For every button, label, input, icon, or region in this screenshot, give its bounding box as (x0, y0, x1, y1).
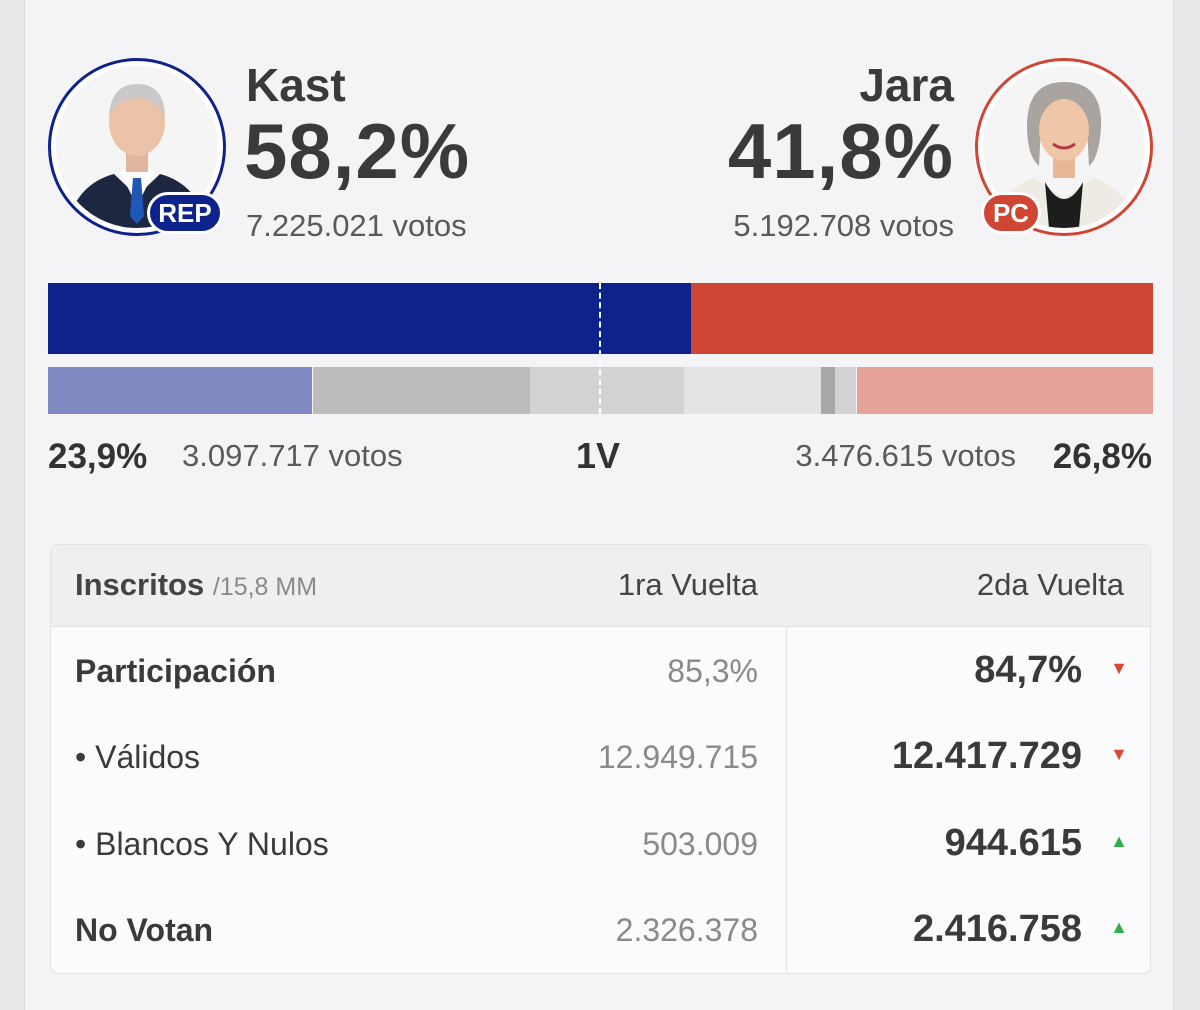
first-round-right-segment[interactable] (857, 367, 1153, 414)
first-round-bar (48, 367, 1153, 414)
candidate-right-percentage: 41,8% (727, 107, 954, 195)
header-second-round: 2da Vuelta (976, 567, 1124, 602)
header-inscritos-label: Inscritos (75, 567, 205, 602)
row-second-round-value: 84,7% (974, 649, 1082, 691)
first-round-left-segment[interactable] (48, 367, 312, 414)
candidate-left-percentage: 58,2% (244, 107, 471, 195)
first-round-right-percentage: 26,8% (1052, 437, 1152, 476)
party-badge-pc: PC (981, 192, 1041, 234)
first-round-other-segment-5[interactable] (835, 367, 856, 414)
trend-up-icon: ▲ (1110, 831, 1128, 851)
trend-down-icon: ▼ (1110, 744, 1128, 764)
first-round-other-segment-3[interactable] (684, 367, 821, 414)
candidate-right-ring (975, 58, 1153, 236)
first-round-other-segment-4[interactable] (821, 367, 835, 414)
first-round-left-votes: 3.097.717 votos (182, 438, 403, 473)
row-first-round-value: 12.949.715 (597, 739, 758, 775)
header-inscritos: Inscritos /15,8 MM (75, 569, 317, 600)
first-round-left-percentage: 23,9% (48, 437, 148, 476)
table-row: • Válidos 12.949.715 12.417.729 ▼ (51, 715, 1150, 802)
row-label: • Válidos (75, 739, 201, 775)
row-second-round-value: 12.417.729 (891, 735, 1082, 777)
row-first-round-value: 85,3% (667, 653, 758, 689)
header-inscritos-total: /15,8 MM (212, 573, 318, 601)
first-round-other-segment-1[interactable] (313, 367, 530, 414)
row-label: • Blancos Y Nulos (75, 826, 329, 862)
table-row: • Blancos Y Nulos 503.009 944.615 ▲ (51, 802, 1150, 889)
majority-midline (599, 283, 601, 414)
header-first-round: 1ra Vuelta (617, 567, 758, 602)
table-row: No Votan 2.326.378 2.416.758 ▲ (51, 888, 1150, 973)
trend-down-icon: ▼ (1110, 658, 1128, 678)
candidate-right-avatar[interactable]: PC (975, 58, 1153, 236)
table-header: Inscritos /15,8 MM 1ra Vuelta 2da Vuelta (51, 545, 1150, 627)
row-second-round-value: 2.416.758 (912, 908, 1082, 950)
first-round-other-segment-2[interactable] (530, 367, 684, 414)
party-badge-rep: REP (147, 192, 223, 234)
column-divider (786, 627, 787, 973)
candidate-left-avatar[interactable]: REP (48, 58, 226, 236)
row-label: Participación (75, 653, 276, 689)
row-first-round-value: 503.009 (642, 826, 758, 862)
second-round-left-segment[interactable] (48, 283, 691, 354)
candidate-right-votes: 5.192.708 votos (733, 208, 954, 243)
row-second-round-value: 944.615 (944, 822, 1082, 864)
candidate-left-name: Kast (246, 59, 346, 111)
candidate-left-ring (48, 58, 226, 236)
candidate-left-votes: 7.225.021 votos (246, 208, 467, 243)
candidate-right-name: Jara (859, 59, 954, 111)
participation-table: Inscritos /15,8 MM 1ra Vuelta 2da Vuelta… (50, 544, 1151, 974)
table-row: Participación 85,3% 84,7% ▼ (51, 629, 1150, 716)
first-round-right-votes: 3.476.615 votos (795, 438, 1016, 473)
second-round-right-segment[interactable] (691, 283, 1153, 354)
first-round-label: 1V (576, 435, 621, 476)
row-first-round-value: 2.326.378 (615, 912, 758, 948)
trend-up-icon: ▲ (1110, 917, 1128, 937)
row-label: No Votan (75, 912, 214, 948)
second-round-bar (48, 283, 1153, 354)
